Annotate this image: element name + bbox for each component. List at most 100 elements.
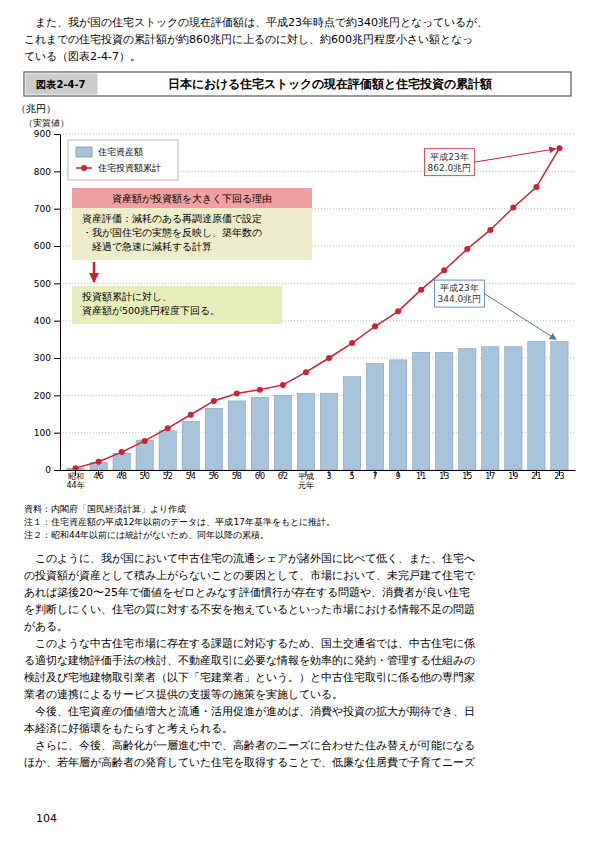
- bar: [228, 401, 245, 470]
- y-tick: 800: [34, 167, 60, 177]
- text-box-arrow: [93, 262, 96, 282]
- text-line: 15: [462, 472, 472, 481]
- tick-mark: [54, 283, 60, 284]
- x-tick-label: 60: [255, 472, 265, 481]
- y-tick: 500: [34, 279, 60, 289]
- line-marker: [257, 387, 263, 393]
- text-box-frame: [72, 286, 282, 324]
- line-marker: [211, 398, 217, 404]
- y-tick: 300: [34, 353, 60, 363]
- y-axis-title: （兆円）: [16, 103, 56, 114]
- x-tick-label: 58: [232, 472, 242, 481]
- text-line: 9: [396, 472, 401, 481]
- text-line: 344.0兆円: [438, 294, 482, 304]
- y-tick-label: 500: [34, 279, 51, 289]
- marks: [67, 145, 568, 470]
- x-tick-label: 昭和44年: [66, 472, 84, 490]
- line-marker: [119, 449, 125, 455]
- line-marker: [326, 355, 332, 361]
- bar: [113, 453, 130, 470]
- page: また、我が国の住宅ストックの現在評価額は、平成23年時点で約340兆円となってい…: [0, 0, 595, 842]
- text-line: 資産額が投資額を大きく下回る理由: [112, 193, 272, 204]
- chart-svg: また、我が国の住宅ストックの現在評価額は、平成23年時点で約340兆円となってい…: [0, 0, 595, 842]
- line-marker: [142, 438, 148, 444]
- y-tick-label: 0: [45, 465, 51, 475]
- annotation-text: 平成23年344.0兆円: [438, 283, 482, 304]
- bar: [436, 352, 453, 470]
- x-tick: 7: [373, 470, 378, 481]
- y-tick: 700: [34, 204, 60, 214]
- line-marker: [372, 323, 378, 329]
- line-marker: [73, 465, 79, 470]
- x-tick-label: 9: [396, 472, 401, 481]
- line-marker: [533, 184, 539, 190]
- x-axis: 昭和44年464850525456586062平成元年3579111315171…: [61, 470, 576, 490]
- x-tick: 13: [439, 470, 449, 481]
- x-tick-label: 56: [209, 472, 219, 481]
- x-tick: 56: [209, 470, 219, 481]
- text-line: の投資額が資産として積み上がらないことの要因として、市場において、未完戸建て住宅…: [24, 569, 476, 582]
- tick-mark: [54, 433, 60, 434]
- tick-mark: [54, 209, 60, 210]
- line-marker: [441, 267, 447, 273]
- page-number: 104: [36, 812, 57, 825]
- line-marker: [165, 425, 171, 431]
- note: 注１：住宅資産額の平成12年以前のデータは、平成17年基準をもとに推計。: [24, 517, 335, 527]
- x-tick-label: 7: [373, 472, 378, 481]
- text-line: 60: [255, 472, 265, 481]
- line-marker: [487, 227, 493, 233]
- text-line: 3: [326, 472, 331, 481]
- bar: [413, 352, 430, 470]
- text-line: 48: [117, 472, 127, 481]
- x-tick-label: 5: [350, 472, 355, 481]
- grid-line: [60, 134, 575, 135]
- text-line: 業者の連携によるサービス提供の支援等の施策を実施している。: [24, 688, 343, 701]
- line-marker: [96, 459, 102, 465]
- chart-title: 日本における住宅ストックの現在評価額と住宅投資の累計額: [168, 77, 492, 91]
- x-tick-label: 平成元年: [298, 472, 314, 490]
- x-tick-label: 54: [186, 472, 196, 481]
- y-axis-note: （実質値）: [24, 118, 69, 128]
- text-line: 62: [278, 472, 288, 481]
- x-tick-label: 3: [326, 472, 331, 481]
- tick-mark: [54, 358, 60, 359]
- y-tick-label: 100: [34, 428, 51, 438]
- text-box: 投資額累計に対し、資産額が500兆円程度下回る。: [72, 286, 282, 324]
- x-tick-label: 19: [508, 472, 518, 481]
- y-tick-label: 400: [34, 316, 51, 326]
- x-tick: 54: [186, 470, 196, 481]
- text-line: 平成23年: [430, 152, 468, 162]
- notes: 資料：内閣府「国民経済計算」より作成注１：住宅資産額の平成12年以前のデータは、…: [24, 504, 335, 540]
- text-line: る適切な建物評価手法の検討、不動産取引に必要な情報を効率的に発約・管理する仕組み…: [24, 654, 475, 667]
- text-box-frame: [72, 208, 312, 260]
- text-line: あれば築後20〜25年で価値をゼロとみなす評価慣行が存在する問題や、消費者が良い…: [24, 586, 470, 599]
- text-line: 平成23年: [440, 283, 478, 293]
- text-line: 本経済に好循環をもたらすと考えられる。: [24, 722, 233, 735]
- y-tick-label: 800: [34, 167, 51, 177]
- y-tick-label: 700: [34, 204, 51, 214]
- bar: [297, 393, 314, 470]
- x-tick: 58: [232, 470, 242, 481]
- x-tick: 3: [326, 470, 331, 481]
- x-tick-label: 50: [140, 472, 150, 481]
- tick-mark: [54, 246, 60, 247]
- x-tick-label: 46: [94, 472, 104, 481]
- text-line: このような中古住宅市場に存在する課題に対応するため、国土交通省では、中古住宅に係: [24, 637, 475, 650]
- bar: [459, 349, 476, 470]
- text-line: 46: [94, 472, 104, 481]
- text-line: このように、我が国において中古住宅の流通シェアが諸外国に比べて低く、また、住宅へ: [24, 552, 475, 565]
- line-marker: [188, 412, 194, 418]
- x-tick-label: 52: [163, 472, 173, 481]
- text-line: 21: [531, 472, 541, 481]
- x-tick-label: 11: [416, 472, 426, 481]
- text-box: 資産額が投資額を大きく下回る理由: [72, 188, 312, 208]
- tick-mark: [54, 134, 60, 135]
- y-tick: 900: [34, 129, 60, 139]
- y-tick-label: 200: [34, 391, 51, 401]
- text-line: 投資額累計に対し、: [81, 291, 172, 302]
- x-tick: 52: [163, 470, 173, 481]
- tick-mark: [54, 470, 60, 471]
- text-line: 44年: [66, 481, 84, 490]
- text-line: ・我が国住宅の実態を反映し、築年数の: [82, 227, 262, 238]
- y-tick: 100: [34, 428, 60, 438]
